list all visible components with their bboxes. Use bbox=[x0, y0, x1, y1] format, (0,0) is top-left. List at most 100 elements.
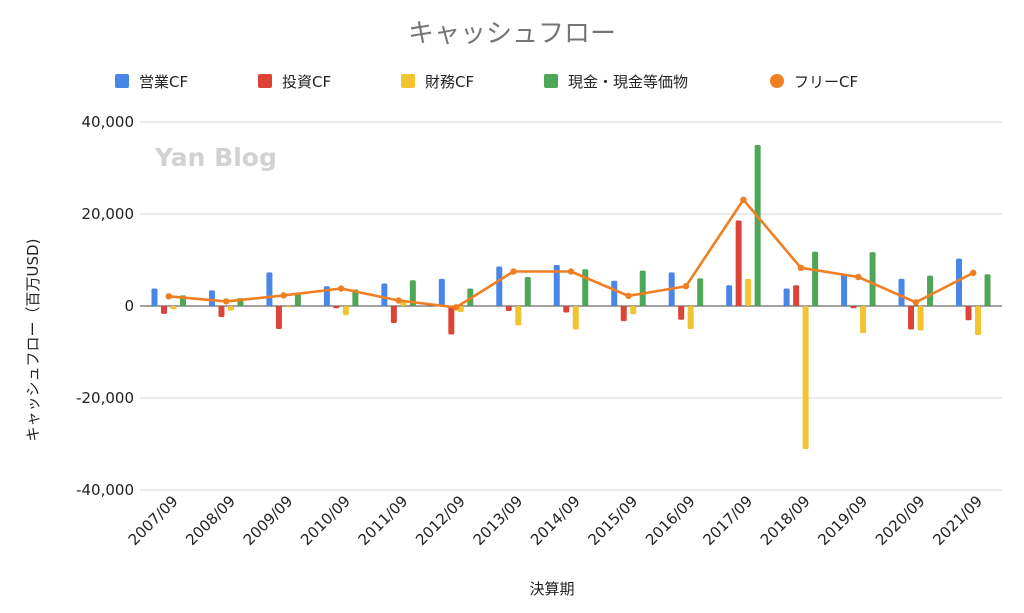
free-cf-point bbox=[567, 268, 575, 275]
bar bbox=[285, 306, 292, 308]
bar bbox=[726, 285, 733, 306]
free-cf-point bbox=[682, 283, 690, 290]
bar bbox=[611, 280, 618, 306]
bar bbox=[294, 292, 301, 306]
bar bbox=[563, 306, 570, 313]
free-cf-point bbox=[510, 268, 517, 275]
bar bbox=[333, 306, 340, 309]
bar bbox=[515, 306, 522, 326]
legend-label: フリーCF bbox=[794, 73, 858, 91]
grid-lines bbox=[140, 121, 1002, 491]
bar bbox=[850, 306, 857, 309]
free-cf-point bbox=[452, 304, 460, 311]
free-cf-point bbox=[223, 298, 230, 305]
bar bbox=[438, 278, 445, 306]
free-cf-point bbox=[970, 269, 977, 277]
bar bbox=[524, 277, 531, 306]
bar bbox=[639, 270, 646, 306]
bar bbox=[697, 278, 704, 306]
bar bbox=[170, 306, 177, 310]
free-cf-point bbox=[395, 297, 402, 304]
legend-swatch bbox=[258, 74, 272, 88]
x-tick-label: 2010/09 bbox=[297, 492, 354, 549]
bar bbox=[620, 306, 627, 322]
legend-label: 財務CF bbox=[425, 73, 474, 91]
bar bbox=[409, 280, 416, 306]
y-axis-ticks: 40,000 20,000 0 -20,000 -40,000 bbox=[76, 113, 134, 499]
bar bbox=[908, 306, 915, 330]
legend-swatch bbox=[401, 74, 415, 88]
x-tick-label: 2018/09 bbox=[757, 492, 814, 549]
bar bbox=[390, 306, 397, 324]
bar bbox=[342, 306, 349, 316]
bars-layer bbox=[151, 145, 991, 450]
line-layer bbox=[165, 196, 977, 311]
x-axis-title: 決算期 bbox=[529, 580, 574, 598]
x-tick-label: 2015/09 bbox=[584, 492, 641, 549]
x-tick-label: 2011/09 bbox=[355, 492, 412, 549]
bar bbox=[227, 306, 234, 311]
bar bbox=[898, 278, 905, 306]
legend-swatch bbox=[544, 74, 558, 88]
bar bbox=[812, 251, 819, 306]
bar bbox=[505, 306, 512, 312]
free-cf-point bbox=[912, 299, 919, 306]
bar bbox=[927, 275, 934, 306]
x-tick-label: 2013/09 bbox=[470, 492, 527, 549]
bar bbox=[496, 266, 503, 306]
bar bbox=[965, 306, 972, 321]
legend-label: 現金・現金等価物 bbox=[568, 73, 688, 91]
bar bbox=[802, 306, 809, 450]
free-cf-point bbox=[625, 292, 632, 300]
bar bbox=[678, 306, 685, 320]
x-tick-label: 2017/09 bbox=[699, 492, 756, 549]
y-tick-label: 20,000 bbox=[82, 205, 135, 223]
bar bbox=[582, 269, 589, 306]
legend-swatch bbox=[115, 74, 129, 88]
legend-label: 営業CF bbox=[139, 73, 188, 91]
watermark-text: Yan Blog bbox=[154, 143, 277, 172]
bar bbox=[735, 220, 742, 306]
bar bbox=[218, 306, 225, 318]
bar bbox=[275, 306, 282, 329]
x-tick-label: 2007/09 bbox=[125, 492, 182, 549]
x-tick-label: 2019/09 bbox=[814, 492, 871, 549]
bar bbox=[841, 274, 848, 306]
bar bbox=[448, 306, 455, 335]
free-cf-point bbox=[280, 292, 287, 299]
bar bbox=[860, 306, 867, 334]
bar bbox=[975, 306, 982, 335]
x-tick-label: 2012/09 bbox=[412, 492, 469, 549]
bar bbox=[745, 278, 752, 306]
bar bbox=[553, 265, 560, 306]
bar bbox=[208, 290, 215, 306]
chart-title: キャッシュフロー bbox=[408, 19, 616, 49]
x-tick-label: 2009/09 bbox=[240, 492, 297, 549]
legend: 営業CF 投資CF 財務CF 現金・現金等価物 フリーCF bbox=[115, 73, 858, 91]
bar bbox=[572, 306, 579, 330]
free-cf-point bbox=[855, 273, 862, 281]
x-tick-label: 2016/09 bbox=[642, 492, 699, 549]
y-tick-label: -20,000 bbox=[76, 389, 134, 407]
x-tick-label: 2014/09 bbox=[527, 492, 584, 549]
free-cf-point bbox=[797, 264, 805, 272]
free-cf-point bbox=[337, 285, 345, 292]
legend-label: 投資CF bbox=[282, 73, 331, 91]
bar bbox=[956, 258, 963, 306]
bar bbox=[266, 272, 273, 306]
y-tick-label: 0 bbox=[124, 297, 134, 315]
bar bbox=[793, 285, 800, 306]
free-cf-point bbox=[740, 196, 747, 203]
bar bbox=[160, 306, 167, 314]
free-cf-point bbox=[165, 293, 172, 300]
free-cf-line bbox=[168, 198, 974, 309]
bar bbox=[754, 145, 761, 306]
bar bbox=[151, 288, 158, 306]
bar bbox=[783, 288, 790, 306]
x-tick-label: 2021/09 bbox=[929, 492, 986, 549]
x-tick-label: 2008/09 bbox=[182, 492, 239, 549]
x-tick-label: 2020/09 bbox=[872, 492, 929, 549]
bar bbox=[984, 274, 991, 306]
y-tick-label: 40,000 bbox=[82, 113, 135, 131]
